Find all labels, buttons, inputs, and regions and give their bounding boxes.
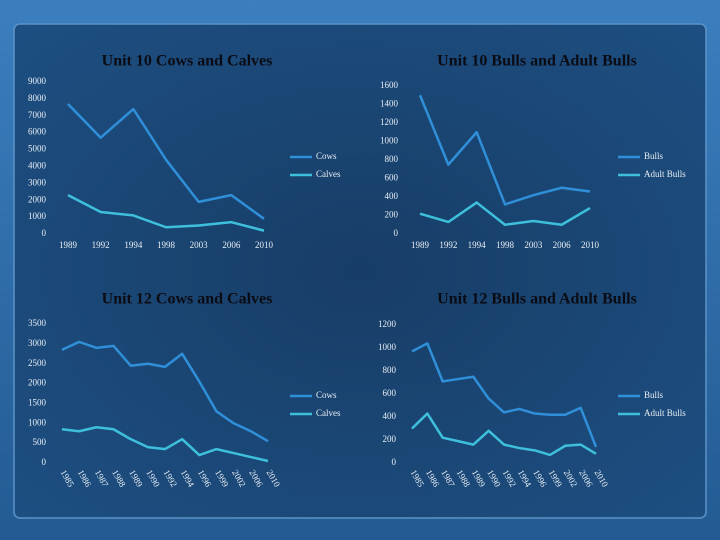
- y-tick-label: 1200: [378, 319, 397, 329]
- x-tick-label: 1989: [59, 240, 78, 250]
- chart-title: Unit 10 Bulls and Adult Bulls: [437, 53, 637, 70]
- series-line: [67, 103, 265, 220]
- series-line: [411, 412, 597, 457]
- y-tick-label: 500: [33, 437, 47, 447]
- legend-label: Adult Bulls: [644, 408, 686, 418]
- y-tick-label: 3000: [28, 338, 47, 348]
- x-tick-label: 1989: [411, 240, 430, 250]
- y-tick-label: 6000: [28, 127, 47, 137]
- legend-label: Cows: [316, 151, 337, 161]
- x-tick-label: 1998: [496, 240, 515, 250]
- x-tick-label: 2010: [581, 240, 600, 250]
- x-tick-label: 2003: [190, 240, 209, 250]
- chart-title: Unit 12 Bulls and Adult Bulls: [437, 291, 637, 308]
- series-line: [67, 194, 265, 232]
- y-tick-label: 0: [42, 457, 47, 467]
- y-tick-label: 800: [383, 365, 397, 375]
- legend-label: Bulls: [644, 151, 664, 161]
- y-tick-label: 3000: [28, 177, 47, 187]
- x-tick-label: 2010: [255, 240, 274, 250]
- y-tick-label: 1200: [380, 117, 399, 127]
- y-tick-label: 2000: [28, 378, 47, 388]
- y-tick-label: 0: [42, 228, 47, 238]
- x-tick-label: 2006: [222, 240, 241, 250]
- chart-title: Unit 10 Cows and Calves: [102, 53, 273, 70]
- y-tick-label: 4000: [28, 161, 47, 171]
- y-tick-label: 1600: [380, 80, 399, 90]
- y-tick-label: 1400: [380, 99, 399, 109]
- legend-label: Cows: [316, 390, 337, 400]
- series-line: [411, 342, 598, 448]
- y-tick-label: 2500: [28, 358, 47, 368]
- y-tick-label: 1000: [378, 342, 397, 352]
- y-tick-label: 200: [385, 210, 399, 220]
- y-tick-label: 0: [392, 457, 397, 467]
- y-tick-label: 0: [394, 228, 399, 238]
- x-tick-label: 1994: [468, 240, 487, 250]
- y-tick-label: 200: [383, 434, 397, 444]
- y-tick-label: 400: [385, 191, 399, 201]
- y-tick-label: 1000: [380, 136, 399, 146]
- y-tick-label: 400: [383, 411, 397, 421]
- x-tick-label: 1994: [124, 240, 143, 250]
- y-tick-label: 800: [385, 154, 399, 164]
- y-tick-label: 2000: [28, 194, 47, 204]
- chart-title: Unit 12 Cows and Calves: [102, 291, 273, 308]
- legend-label: Bulls: [644, 390, 664, 400]
- series-line: [419, 201, 591, 226]
- y-tick-label: 3500: [28, 318, 47, 328]
- legend-label: Calves: [316, 408, 341, 418]
- y-tick-label: 1000: [28, 417, 47, 427]
- series-line: [418, 94, 591, 206]
- y-tick-label: 8000: [28, 93, 47, 103]
- x-tick-label: 2006: [553, 240, 572, 250]
- x-tick-label: 1998: [157, 240, 176, 250]
- y-tick-label: 1000: [28, 211, 47, 221]
- y-tick-label: 7000: [28, 110, 47, 120]
- series-line: [61, 426, 269, 463]
- legend-label: Adult Bulls: [644, 169, 686, 179]
- panel: [13, 23, 707, 519]
- y-tick-label: 1500: [28, 397, 47, 407]
- x-tick-label: 1992: [439, 240, 457, 250]
- x-tick-label: 1992: [92, 240, 110, 250]
- series-line: [61, 340, 269, 443]
- y-tick-label: 9000: [28, 76, 47, 86]
- y-tick-label: 600: [385, 173, 399, 183]
- legend-label: Calves: [316, 169, 341, 179]
- x-tick-label: 2003: [524, 240, 543, 250]
- y-tick-label: 600: [383, 388, 397, 398]
- y-tick-label: 5000: [28, 144, 47, 154]
